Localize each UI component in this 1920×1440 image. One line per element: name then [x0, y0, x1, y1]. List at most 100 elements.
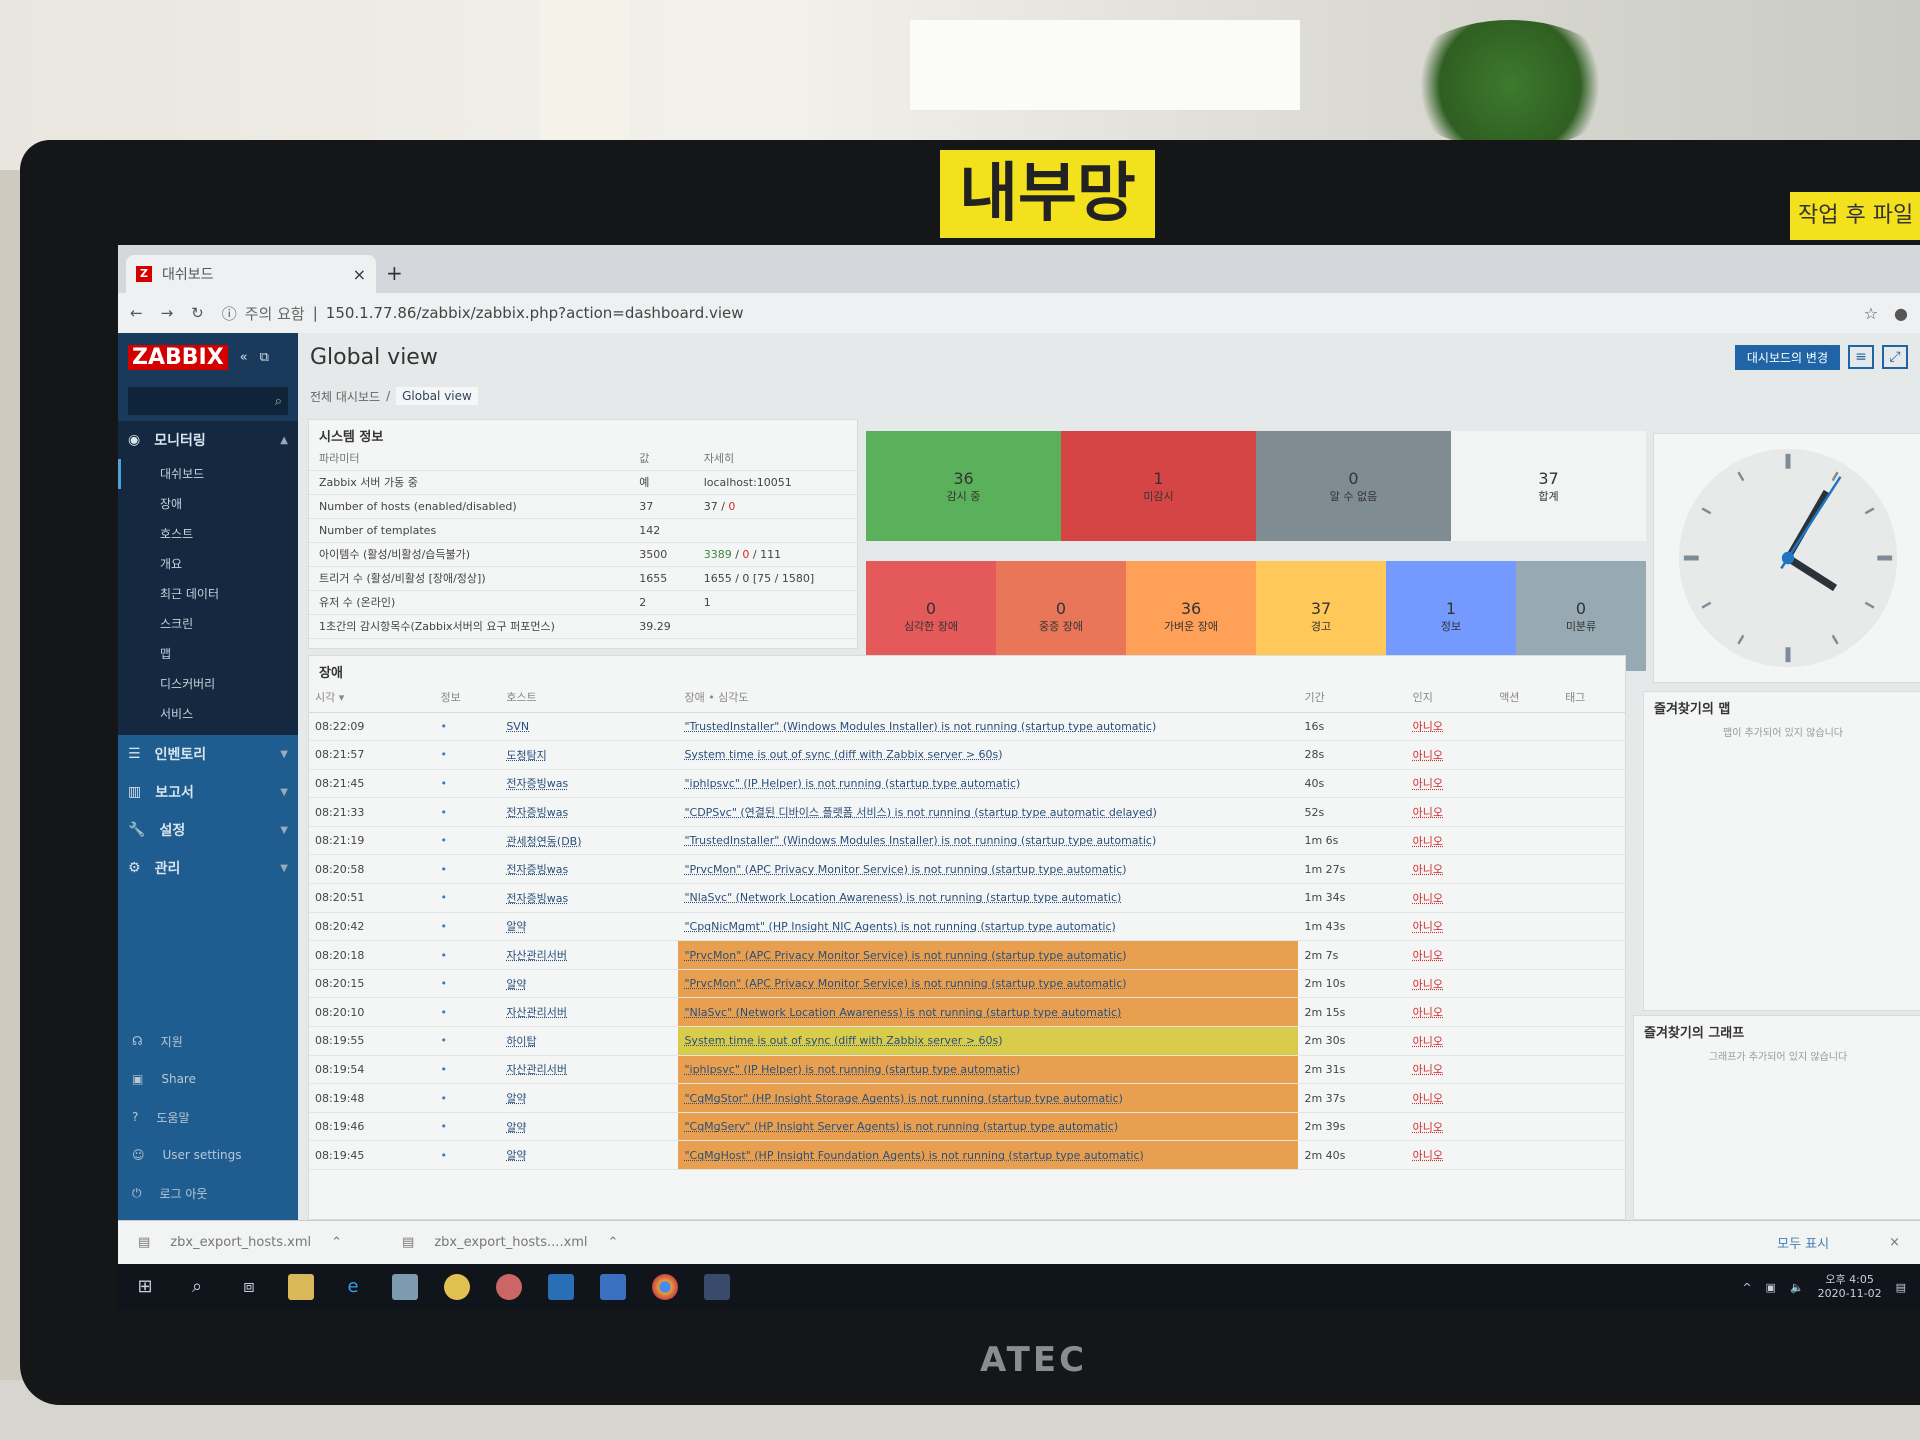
tray-date[interactable]: 2020-11-02: [1817, 1287, 1882, 1300]
menu-icon[interactable]: ≡: [1848, 345, 1874, 369]
ack-link[interactable]: 아니오: [1406, 912, 1494, 942]
ack-link[interactable]: 아니오: [1406, 797, 1494, 827]
ack-link[interactable]: 아니오: [1406, 712, 1494, 742]
sidebar-section[interactable]: ▥ 보고서 ▼: [118, 773, 298, 811]
host-link[interactable]: 자산관리서버: [506, 1063, 568, 1077]
status-tile[interactable]: 37 합계: [1451, 431, 1646, 541]
sidebar-search[interactable]: ⌕: [118, 381, 298, 421]
status-tile[interactable]: 0 미분류: [1516, 561, 1646, 671]
tray-expand-icon[interactable]: ^: [1742, 1280, 1752, 1294]
network-app-icon[interactable]: [600, 1274, 626, 1300]
bookmark-star-icon[interactable]: ☆: [1863, 303, 1879, 323]
host-link[interactable]: 도청탐지: [506, 748, 547, 762]
ack-link[interactable]: 아니오: [1406, 1140, 1494, 1170]
sidebar-item[interactable]: 맵: [160, 647, 172, 661]
sidebar-link[interactable]: ☺ User settings: [118, 1136, 298, 1174]
status-tile[interactable]: 36 감시 중: [866, 431, 1061, 541]
host-link[interactable]: 자산관리서버: [506, 1006, 568, 1020]
status-tile[interactable]: 36 가벼운 장애: [1126, 561, 1256, 671]
ack-link[interactable]: 아니오: [1406, 826, 1494, 856]
zabbix-logo[interactable]: ZABBIX: [128, 344, 228, 370]
kiosk-icon[interactable]: ⧉: [259, 349, 269, 365]
search-icon[interactable]: ⌕: [191, 1276, 203, 1297]
browser-tab[interactable]: Z 대쉬보드 ×: [126, 255, 376, 293]
host-link[interactable]: 알약: [506, 1120, 527, 1134]
sidebar-section[interactable]: ☰ 인벤토리 ▼: [118, 735, 298, 773]
sidebar-section-monitoring[interactable]: ◉ 모니터링 ▲: [118, 421, 298, 459]
ack-link[interactable]: 아니오: [1406, 1055, 1494, 1085]
breadcrumb-all-dashboards[interactable]: 전체 대시보드: [310, 389, 381, 404]
volume-icon[interactable]: 🔈: [1789, 1280, 1804, 1294]
windows-start-icon[interactable]: ⊞: [137, 1276, 153, 1297]
back-icon[interactable]: ←: [130, 304, 143, 322]
problem-link[interactable]: "CqMgServ" (HP Insight Server Agents) is…: [684, 1120, 1119, 1134]
fullscreen-icon[interactable]: ⤢: [1882, 345, 1908, 369]
ack-link[interactable]: 아니오: [1406, 740, 1494, 770]
edit-dashboard-button[interactable]: 대시보드의 변경: [1734, 344, 1840, 370]
host-link[interactable]: 관세청연동(DB): [506, 834, 582, 848]
host-link[interactable]: 전자증빙was: [506, 891, 569, 905]
problem-link[interactable]: "iphlpsvc" (IP Helper) is not running (s…: [684, 1062, 1021, 1076]
show-all-downloads-link[interactable]: 모두 표시: [1777, 1237, 1830, 1252]
internet-explorer-icon[interactable]: e: [347, 1276, 359, 1297]
download-item[interactable]: ▤ zbx_export_hosts.xml ⌃: [138, 1235, 342, 1250]
sidebar-link[interactable]: ▣ Share: [118, 1060, 298, 1098]
sidebar-item[interactable]: 서비스: [160, 707, 194, 721]
profile-icon[interactable]: ●: [1894, 303, 1908, 323]
reload-icon[interactable]: ↻: [191, 304, 204, 322]
app-icon[interactable]: [444, 1274, 470, 1300]
breadcrumb-current[interactable]: Global view: [396, 387, 478, 405]
ack-link[interactable]: 아니오: [1406, 969, 1494, 999]
ack-link[interactable]: 아니오: [1406, 854, 1494, 885]
sidebar-link[interactable]: ☊ 지원: [118, 1022, 298, 1060]
problem-link[interactable]: "NlaSvc" (Network Location Awareness) is…: [684, 1005, 1122, 1019]
tray-time[interactable]: 오후 4:05: [1825, 1273, 1874, 1286]
forward-icon[interactable]: →: [160, 304, 174, 322]
file-explorer-icon[interactable]: [288, 1274, 314, 1300]
chevron-up-icon[interactable]: ⌃: [331, 1235, 343, 1250]
ack-link[interactable]: 아니오: [1406, 997, 1494, 1028]
problem-link[interactable]: "NlaSvc" (Network Location Awareness) is…: [684, 891, 1122, 905]
ack-link[interactable]: 아니오: [1406, 940, 1494, 970]
host-link[interactable]: 전자증빙was: [506, 777, 569, 791]
column-header[interactable]: 호스트: [500, 682, 679, 713]
download-item[interactable]: ▤ zbx_export_hosts....xml ⌃: [402, 1235, 618, 1250]
sidebar-section[interactable]: 🔧 설정 ▼: [118, 811, 298, 849]
ack-link[interactable]: 아니오: [1406, 1112, 1494, 1142]
sidebar-link[interactable]: ⏻ 로그 아웃: [118, 1174, 298, 1212]
new-tab-button[interactable]: +: [386, 261, 403, 285]
host-link[interactable]: SVN: [506, 719, 530, 733]
notification-icon[interactable]: ▤: [1895, 1280, 1906, 1294]
chrome-icon[interactable]: [652, 1274, 678, 1300]
host-link[interactable]: 전자증빙was: [506, 863, 569, 877]
column-header[interactable]: 시각 ▾: [309, 682, 435, 713]
sidebar-item[interactable]: 최근 데이터: [160, 587, 220, 601]
status-tile[interactable]: 0 중증 장애: [996, 561, 1126, 671]
ack-link[interactable]: 아니오: [1406, 1083, 1494, 1113]
problem-link[interactable]: "iphlpsvc" (IP Helper) is not running (s…: [684, 776, 1021, 790]
host-link[interactable]: 알약: [506, 1149, 527, 1163]
app-icon[interactable]: [392, 1274, 418, 1300]
url-field[interactable]: ⓘ 주의 요함 | 150.1.77.86/zabbix/zabbix.php?…: [222, 298, 1846, 328]
sidebar-link[interactable]: ? 도움말: [118, 1098, 298, 1136]
app-icon[interactable]: [704, 1274, 730, 1300]
column-header[interactable]: 장애 • 심각도: [678, 682, 1299, 713]
sidebar-item[interactable]: 호스트: [160, 527, 194, 541]
problem-link[interactable]: System time is out of sync (diff with Za…: [684, 748, 1003, 762]
ack-link[interactable]: 아니오: [1406, 883, 1494, 913]
network-icon[interactable]: ▣: [1765, 1280, 1776, 1294]
problem-link[interactable]: "CpqNicMgmt" (HP Insight NIC Agents) is …: [684, 919, 1116, 933]
host-link[interactable]: 알약: [506, 1092, 527, 1106]
app-icon[interactable]: [548, 1274, 574, 1300]
problem-link[interactable]: "TrustedInstaller" (Windows Modules Inst…: [684, 719, 1157, 733]
problem-link[interactable]: "PrvcMon" (APC Privacy Monitor Service) …: [684, 862, 1127, 876]
problem-link[interactable]: "CqMgStor" (HP Insight Storage Agents) i…: [684, 1091, 1123, 1105]
sidebar-item[interactable]: 장애: [160, 497, 183, 511]
problem-link[interactable]: System time is out of sync (diff with Za…: [684, 1034, 1003, 1048]
sidebar-item[interactable]: 개요: [160, 557, 183, 571]
close-downloads-icon[interactable]: ×: [1889, 1235, 1900, 1250]
chevron-up-icon[interactable]: ⌃: [607, 1235, 619, 1250]
app-icon[interactable]: [496, 1274, 522, 1300]
sidebar-item[interactable]: 대쉬보드: [118, 459, 298, 489]
